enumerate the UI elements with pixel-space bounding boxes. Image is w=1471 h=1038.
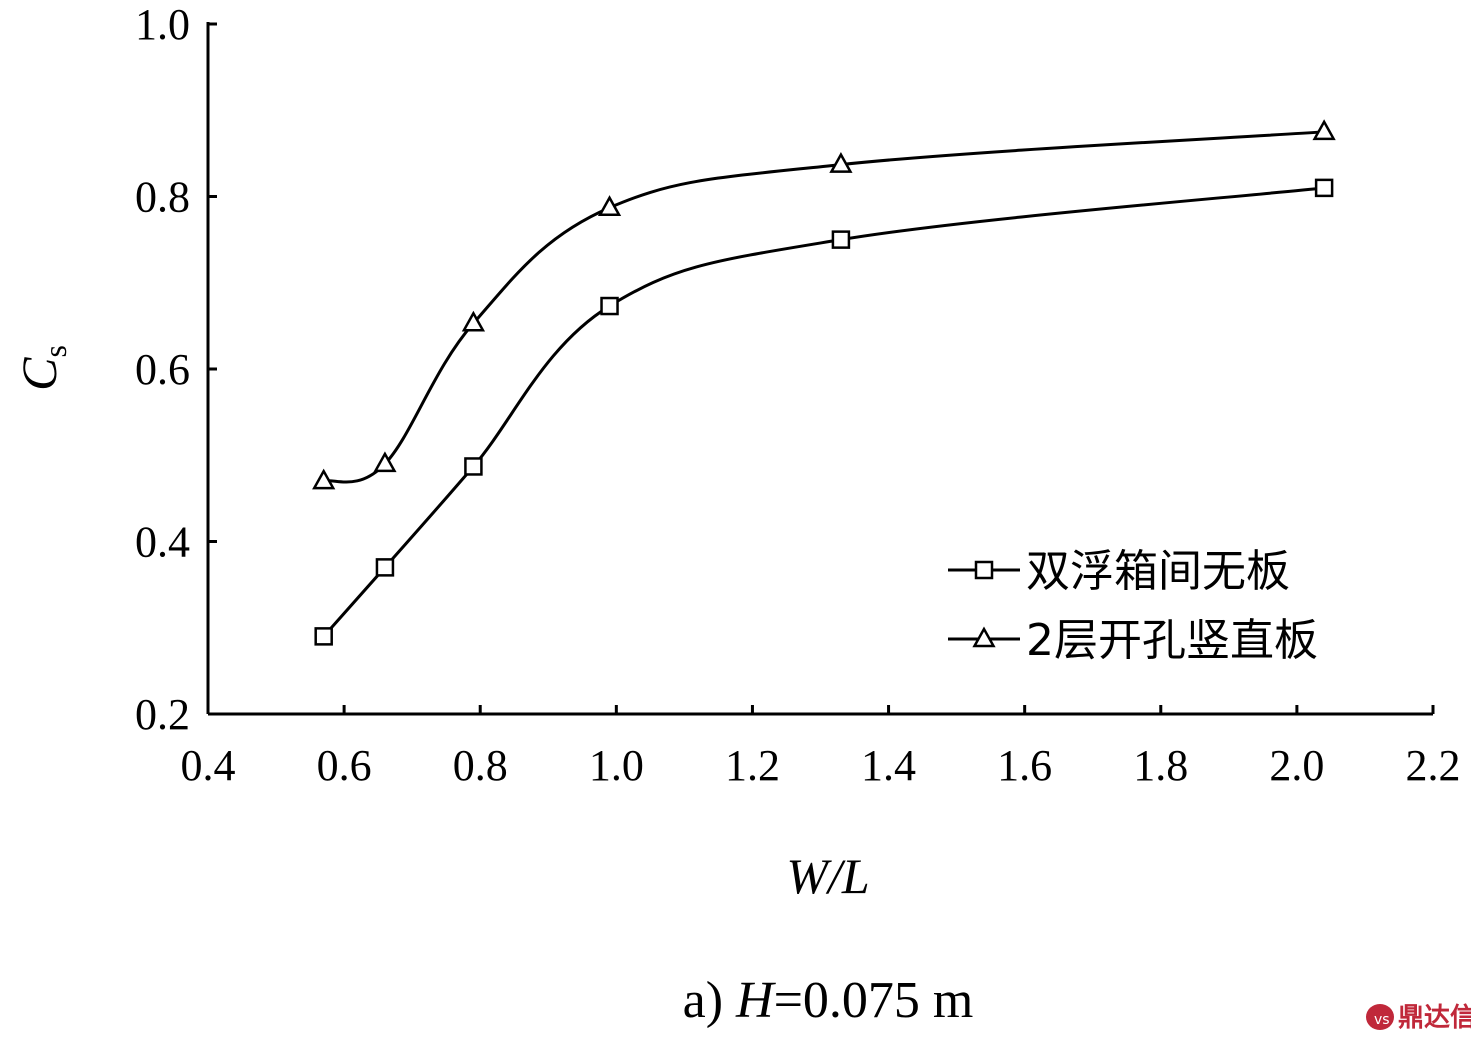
y-tick-label: 0.4 <box>135 518 190 567</box>
series-1 <box>314 178 1334 646</box>
watermark: vs 鼎达信 <box>1366 1003 1471 1033</box>
square-point <box>375 558 395 577</box>
y-tick-label: 0.6 <box>135 345 190 394</box>
triangle-point <box>829 152 853 173</box>
x-tick-label: 1.4 <box>861 741 916 790</box>
square-point <box>314 627 333 646</box>
x-tick-label: 0.6 <box>317 741 372 790</box>
legend-entry: 双浮箱间无板 <box>948 546 1290 597</box>
legend: 双浮箱间无板 2层开孔竖直板 <box>948 546 1318 666</box>
square-point <box>831 230 851 249</box>
legend-label: 双浮箱间无板 <box>1026 546 1290 597</box>
x-tick-label: 1.8 <box>1133 741 1188 790</box>
y-axis-title-main: C <box>11 357 67 391</box>
watermark-text: 鼎达信 <box>1398 1003 1471 1033</box>
x-tick-label: 1.6 <box>997 741 1052 790</box>
triangle-point <box>312 468 336 490</box>
legend-label: 2层开孔竖直板 <box>1026 615 1318 666</box>
y-tick-label: 0.8 <box>135 173 190 222</box>
x-tick-label: 0.4 <box>181 741 236 790</box>
y-tick-label: 0.2 <box>135 690 190 739</box>
y-axis-title-sub: s <box>37 345 73 357</box>
series-layer <box>312 119 1336 646</box>
y-tick-label: 1.0 <box>135 0 190 49</box>
series-line <box>323 130 1325 484</box>
x-tick-label: 2.2 <box>1406 741 1461 790</box>
y-axis-title: Cs <box>11 345 73 391</box>
triangle-point <box>1312 119 1336 141</box>
square-point <box>600 296 619 316</box>
x-tick-label: 1.0 <box>589 741 644 790</box>
square-point <box>1314 178 1334 198</box>
x-axis-title: W/L <box>786 848 869 904</box>
axes: 0.4 0.6 0.8 1.0 1.2 1.4 1.6 1.8 2.0 2.20.20.40.60… <box>135 0 1461 790</box>
series-2 <box>312 119 1336 490</box>
caption-prefix: a) <box>683 972 736 1029</box>
caption-rest: =0.075 m <box>774 972 974 1029</box>
x-tick-label: 1.2 <box>725 741 780 790</box>
triangle-point <box>373 451 397 473</box>
square-point <box>464 457 483 476</box>
legend-triangle-icon <box>972 626 996 648</box>
triangle-point <box>597 195 622 216</box>
legend-entry: 2层开孔竖直板 <box>948 615 1318 666</box>
x-tick-label: 0.8 <box>453 741 508 790</box>
figure-caption: a) H=0.075 m <box>683 972 974 1029</box>
watermark-logo-glyph: vs <box>1374 1012 1390 1028</box>
triangle-point <box>461 310 486 332</box>
watermark-logo-icon <box>1366 1004 1394 1030</box>
caption-variable: H <box>735 972 776 1029</box>
x-tick-label: 2.0 <box>1269 741 1324 790</box>
legend-square-icon <box>974 560 994 580</box>
